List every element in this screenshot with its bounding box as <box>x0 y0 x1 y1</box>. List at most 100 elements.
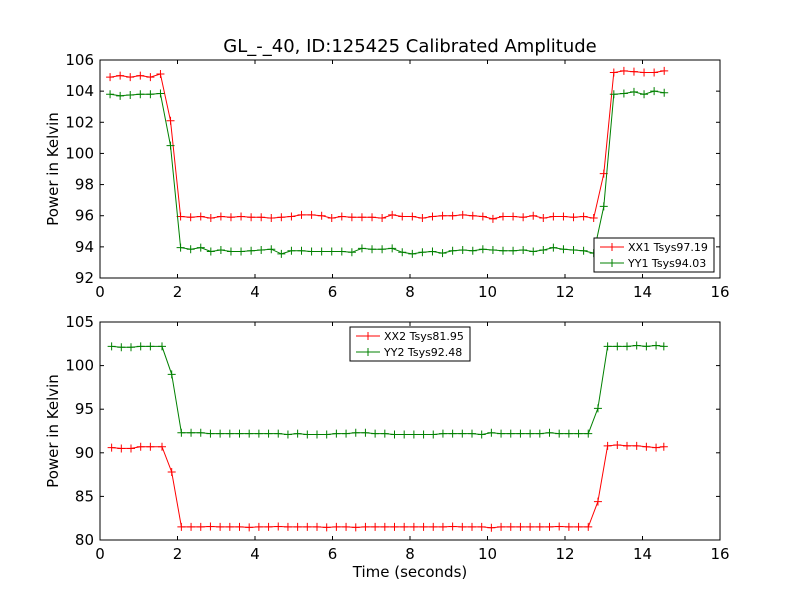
data-point <box>619 89 628 98</box>
data-point <box>398 212 407 221</box>
data-point <box>448 211 457 220</box>
data-point <box>283 430 292 439</box>
data-point <box>388 210 397 219</box>
data-point <box>564 522 573 531</box>
data-point <box>388 244 397 253</box>
data-point <box>519 245 528 254</box>
data-point <box>468 522 476 531</box>
data-point <box>593 497 602 506</box>
legend-entry-label: XX1 Tsys97.19 <box>628 241 708 254</box>
y-axis-label: Power in Kelvin <box>44 112 62 226</box>
data-point <box>487 428 496 437</box>
data-point <box>186 213 195 222</box>
data-point <box>287 212 296 221</box>
data-point <box>569 245 578 254</box>
data-point <box>378 245 387 254</box>
data-point <box>317 247 326 256</box>
data-point <box>478 245 487 254</box>
data-point <box>361 428 370 437</box>
data-point <box>487 523 496 532</box>
data-point <box>247 213 256 222</box>
data-point <box>307 210 316 219</box>
data-point <box>158 442 166 451</box>
x-tick-label: 10 <box>478 283 497 301</box>
data-point <box>642 342 651 351</box>
data-point <box>660 66 669 75</box>
data-point <box>206 214 215 223</box>
data-point <box>327 247 336 256</box>
y-tick-label: 80 <box>75 531 94 549</box>
data-point <box>287 246 296 255</box>
data-point <box>488 214 497 223</box>
data-point <box>603 342 612 351</box>
data-point <box>640 90 649 99</box>
data-point <box>196 428 205 437</box>
data-point <box>274 522 283 531</box>
data-point <box>526 429 535 438</box>
data-point <box>146 73 155 82</box>
x-tick-label: 12 <box>555 283 574 301</box>
chart-title: GL_-_40, ID:125425 Calibrated Amplitude <box>223 36 596 57</box>
data-point <box>303 522 312 531</box>
data-point <box>400 522 409 531</box>
data-point <box>519 213 528 222</box>
data-point <box>303 430 312 439</box>
data-point <box>277 249 286 258</box>
data-point <box>390 522 399 531</box>
x-axis-label: Time (seconds) <box>352 563 468 581</box>
data-point <box>196 522 205 531</box>
data-point <box>478 212 487 221</box>
data-point <box>629 87 638 96</box>
data-point <box>398 248 407 257</box>
data-point <box>216 212 225 221</box>
data-point <box>380 429 389 438</box>
x-tick-label: 12 <box>555 545 574 563</box>
y-tick-label: 105 <box>65 313 94 331</box>
data-point <box>307 247 316 256</box>
data-point <box>225 429 234 438</box>
data-point <box>293 429 302 438</box>
data-point <box>136 442 145 451</box>
data-point <box>156 89 165 98</box>
data-point <box>555 522 564 531</box>
data-point <box>277 213 286 222</box>
data-point <box>584 522 593 531</box>
data-point <box>650 68 659 77</box>
data-point <box>438 211 447 220</box>
data-point <box>297 246 306 255</box>
data-point <box>593 404 602 413</box>
data-point <box>216 429 225 438</box>
data-point <box>613 342 622 351</box>
data-point <box>409 522 418 531</box>
y-tick-label: 102 <box>65 113 94 131</box>
data-point <box>116 91 125 100</box>
x-tick-label: 14 <box>633 545 652 563</box>
data-point <box>400 430 409 439</box>
data-point <box>613 440 622 449</box>
data-point <box>574 522 583 531</box>
data-point <box>136 90 145 99</box>
data-point <box>438 429 447 438</box>
data-point <box>368 245 377 254</box>
data-point <box>216 245 225 254</box>
data-point <box>629 67 638 76</box>
data-point <box>267 214 276 223</box>
data-point <box>529 211 538 220</box>
data-point <box>337 212 346 221</box>
data-point <box>226 213 235 222</box>
data-point <box>322 523 331 532</box>
data-point <box>516 429 525 438</box>
data-point <box>293 522 302 531</box>
data-point <box>351 428 360 437</box>
data-point <box>448 522 457 531</box>
bottom-chart: 0 2 4 6 8 10 12 14 16 80 85 90 95 100 105 Power in Kelv… <box>44 313 730 581</box>
data-point <box>361 522 370 531</box>
data-point <box>351 523 360 532</box>
y-tick-label: 98 <box>75 176 94 194</box>
x-tick-label: 16 <box>710 545 729 563</box>
data-point <box>136 71 145 80</box>
y-tick-label: 100 <box>65 144 94 162</box>
data-point <box>107 342 116 351</box>
data-point <box>468 211 477 220</box>
data-point <box>488 245 497 254</box>
